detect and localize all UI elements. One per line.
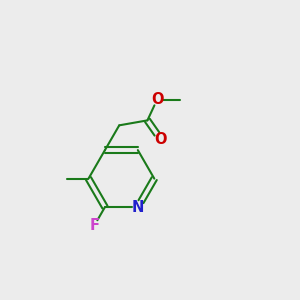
Text: N: N: [132, 200, 144, 214]
Text: O: O: [154, 132, 167, 147]
Text: F: F: [89, 218, 99, 233]
Text: O: O: [151, 92, 163, 107]
